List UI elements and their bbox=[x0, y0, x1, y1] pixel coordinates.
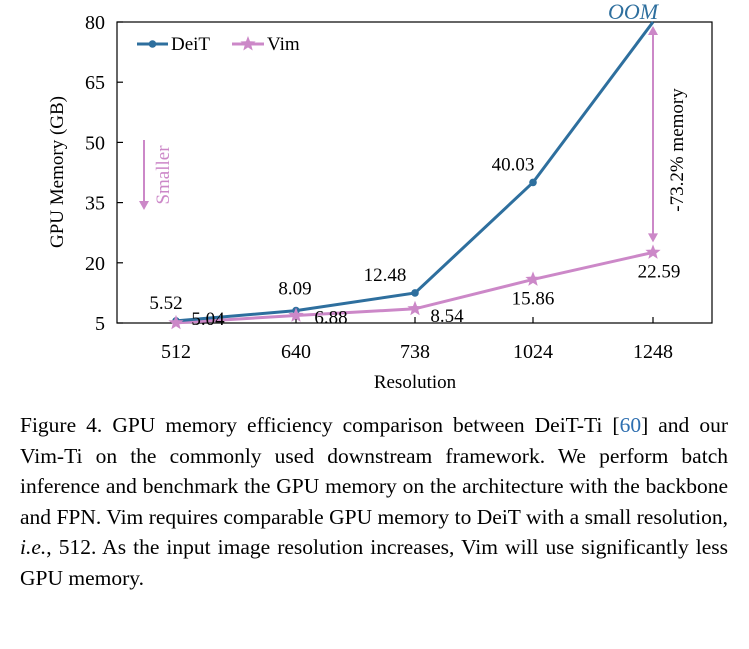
vim-data-label: 22.59 bbox=[638, 261, 681, 282]
vim-point bbox=[168, 314, 184, 330]
x-tick-label: 1024 bbox=[513, 341, 553, 363]
reduction-arrow-head-down bbox=[648, 233, 658, 243]
y-axis-label: GPU Memory (GB) bbox=[47, 96, 68, 248]
memory-chart: 5 20 35 50 65 80 512 640 738 1024 1248 5.52 8.09 12… bbox=[47, 0, 713, 393]
smaller-label: Smaller bbox=[153, 145, 174, 205]
vim-point bbox=[407, 300, 423, 316]
caption-prefix: Figure 4. GPU memory efficiency comparis… bbox=[20, 413, 620, 437]
deit-data-label: 5.52 bbox=[149, 293, 182, 314]
deit-data-label: 8.09 bbox=[278, 279, 311, 300]
citation-link[interactable]: 60 bbox=[619, 413, 642, 437]
vim-data-label: 15.86 bbox=[512, 288, 555, 309]
reduction-arrow-head-up bbox=[648, 26, 658, 35]
chart-legend: DeiT Vim bbox=[137, 34, 300, 55]
x-tick-label: 738 bbox=[400, 341, 430, 363]
smaller-arrow-head bbox=[139, 201, 149, 210]
vim-data-label: 8.54 bbox=[430, 306, 464, 327]
caption-body: ] and our Vim-Ti on the commonly used do… bbox=[20, 413, 728, 529]
x-tick-label: 1248 bbox=[633, 341, 673, 363]
figure-caption: Figure 4. GPU memory efficiency comparis… bbox=[20, 410, 728, 593]
y-tick-label: 35 bbox=[85, 193, 105, 215]
deit-data-label: 40.03 bbox=[492, 154, 535, 175]
oom-label: OOM bbox=[608, 0, 660, 24]
vim-point bbox=[525, 271, 541, 286]
y-tick-label: 65 bbox=[85, 72, 105, 94]
data-labels: 5.52 8.09 12.48 40.03 5.04 6.88 8.54 15.86 22.59 bbox=[149, 154, 680, 329]
legend-deit-marker bbox=[148, 40, 157, 48]
vim-data-label: 5.04 bbox=[191, 309, 225, 330]
vim-data-label: 6.88 bbox=[314, 307, 347, 328]
legend-vim-marker bbox=[240, 36, 256, 51]
y-tick-label: 80 bbox=[85, 12, 105, 34]
deit-data-label: 12.48 bbox=[364, 265, 407, 286]
vim-point bbox=[645, 244, 661, 259]
deit-point bbox=[529, 178, 537, 187]
plot-frame bbox=[116, 21, 713, 324]
legend-deit-label: DeiT bbox=[171, 34, 210, 55]
legend-vim-label: Vim bbox=[267, 34, 300, 55]
y-tick-labels: 5 20 35 50 65 80 bbox=[85, 12, 105, 335]
caption-ie: i.e. bbox=[20, 535, 47, 559]
x-axis-label: Resolution bbox=[374, 372, 457, 393]
x-tick-label: 512 bbox=[161, 341, 191, 363]
vim-point bbox=[288, 307, 304, 322]
y-tick-label: 5 bbox=[95, 313, 105, 335]
deit-point bbox=[411, 289, 419, 297]
reduction-label: -73.2% memory bbox=[667, 88, 688, 212]
x-tick-labels: 512 640 738 1024 1248 bbox=[161, 341, 673, 363]
x-tick-label: 640 bbox=[281, 341, 311, 363]
caption-suffix: , 512. As the input image resolution inc… bbox=[20, 535, 728, 590]
chart-series bbox=[168, 21, 661, 330]
y-tick-label: 20 bbox=[85, 253, 105, 275]
deit-line bbox=[175, 21, 655, 323]
chart-axes bbox=[116, 21, 713, 324]
y-tick-label: 50 bbox=[85, 132, 105, 154]
chart-annotations: OOM -73.2% memory Smaller bbox=[139, 0, 688, 243]
